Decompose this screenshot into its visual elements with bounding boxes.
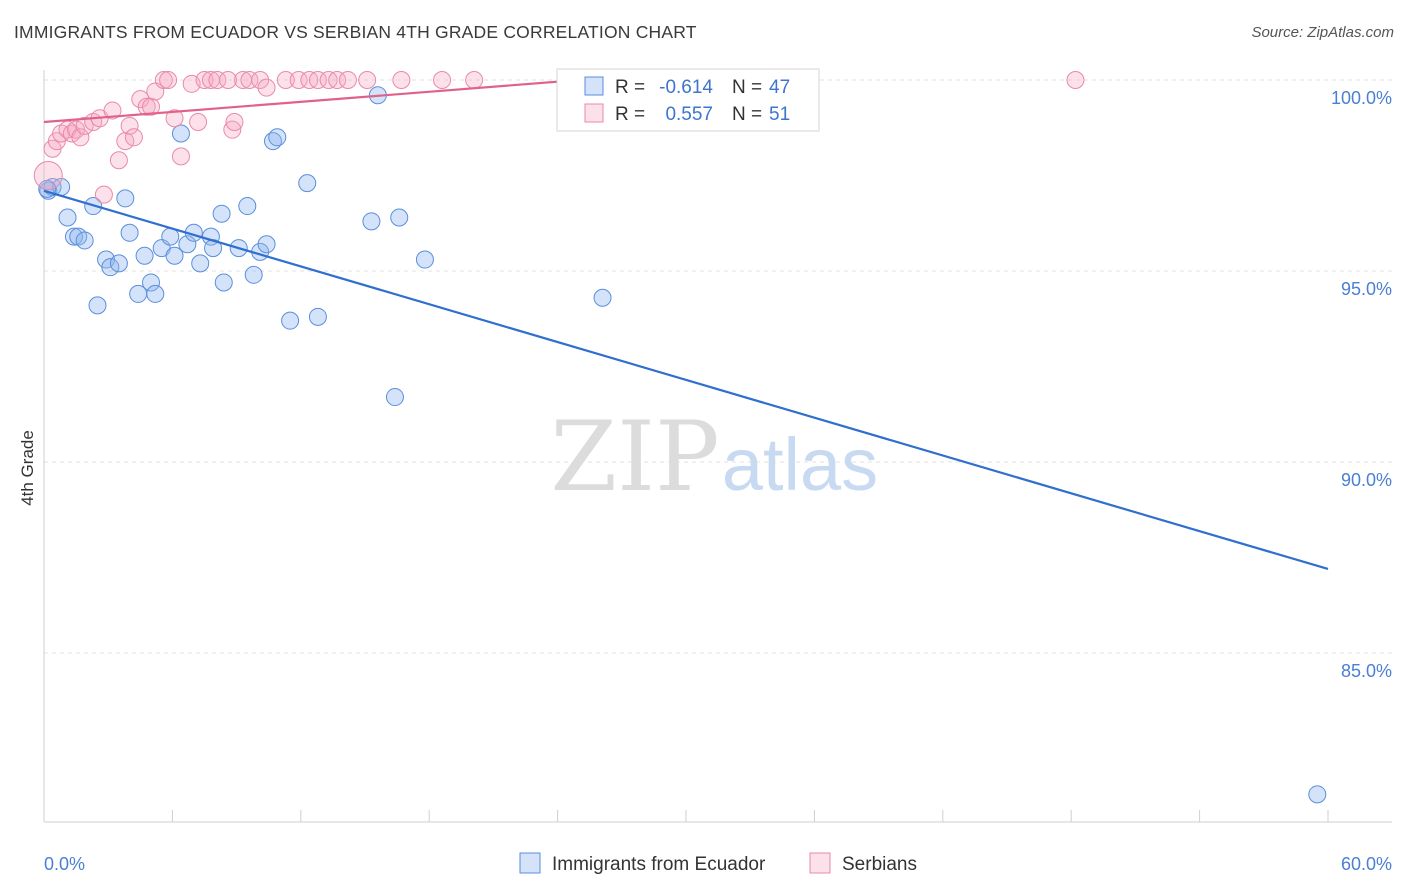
ecuador-point-21 <box>171 124 190 143</box>
ecuador-point-37 <box>298 174 317 193</box>
serbian-point-36 <box>257 78 276 97</box>
serbian-point-34 <box>240 71 259 89</box>
ecuador-point-27 <box>212 204 231 223</box>
serbian-point-38 <box>289 71 308 89</box>
serbian-point-18 <box>137 97 156 116</box>
watermark-atlas: atlas <box>722 423 878 506</box>
serbian-point-31 <box>223 120 242 139</box>
ecuador-point-42 <box>390 208 409 227</box>
serbian-point-46 <box>433 71 452 89</box>
ecuador-stats-swatch <box>584 76 604 96</box>
x-tick-label-0: 0.0% <box>44 854 85 874</box>
ecuador-point-43 <box>415 250 434 269</box>
ecuador-r-label: R = <box>615 77 645 98</box>
serbian-point-13 <box>109 151 128 170</box>
serbian-point-22 <box>159 71 178 89</box>
serbian-point-50 <box>1066 71 1085 89</box>
serbian-point-32 <box>225 113 244 132</box>
serbian-point-0 <box>33 161 63 190</box>
serbian-point-42 <box>328 71 347 89</box>
serbian-point-47 <box>465 71 484 89</box>
ecuador-point-38 <box>308 307 327 326</box>
ecuador-point-4 <box>64 227 83 246</box>
ecuador-point-35 <box>268 128 287 147</box>
ecuador-trend-line <box>43 189 1329 571</box>
ecuador-point-12 <box>116 189 135 208</box>
y-tick-label-2: 90.0% <box>1341 470 1392 490</box>
x-tick-label-1: 60.0% <box>1341 854 1392 874</box>
serbian-point-45 <box>392 71 411 89</box>
ecuador-point-13 <box>120 223 139 242</box>
serbian-point-24 <box>171 147 190 166</box>
ecuador-point-36 <box>281 311 300 330</box>
serbian-point-12 <box>103 101 122 120</box>
ecuador-point-45 <box>1308 785 1327 804</box>
serbian-point-11 <box>94 185 113 204</box>
serbian-point-16 <box>124 128 143 147</box>
ecuador-point-24 <box>191 254 210 273</box>
ecuador-point-41 <box>385 388 404 407</box>
serbian-point-23 <box>165 109 184 128</box>
serbian-n-value: 51 <box>769 104 790 125</box>
ecuador-point-16 <box>142 273 160 292</box>
serbian-r-value: 0.557 <box>665 104 713 125</box>
ecuador-point-11 <box>109 254 128 273</box>
serbian-point-30 <box>219 71 238 89</box>
ecuador-n-label: N = <box>732 77 762 98</box>
serbian-point-17 <box>131 90 150 109</box>
ecuador-point-8 <box>88 296 107 315</box>
ecuador-point-31 <box>244 265 263 284</box>
ecuador-point-33 <box>257 235 276 254</box>
ecuador-n-value: 47 <box>769 77 790 98</box>
serbian-point-26 <box>189 113 208 132</box>
ecuador-point-3 <box>58 208 77 227</box>
serbian-point-15 <box>120 116 139 135</box>
serbian-point-43 <box>338 71 357 89</box>
ecuador-point-22 <box>178 235 197 254</box>
ecuador-point-20 <box>165 246 184 265</box>
y-tick-label-0: 100.0% <box>1331 88 1392 108</box>
ecuador-r-value: -0.614 <box>659 77 713 98</box>
serbian-point-7 <box>71 128 90 147</box>
serbian-point-8 <box>75 116 94 135</box>
serbian-point-35 <box>251 71 270 89</box>
ecuador-point-10 <box>101 258 120 277</box>
chart-title: IMMIGRANTS FROM ECUADOR VS SERBIAN 4TH G… <box>14 22 697 42</box>
serbian-legend-swatch[interactable] <box>809 852 831 874</box>
stats-box <box>556 68 820 132</box>
serbian-r-label: R = <box>615 104 645 125</box>
y-axis-title: 4th Grade <box>18 430 37 506</box>
serbian-trend-line <box>43 78 580 124</box>
ecuador-point-30 <box>238 197 257 216</box>
serbian-point-29 <box>208 71 227 89</box>
y-tick-label-3: 85.0% <box>1341 661 1392 681</box>
serbian-legend-label[interactable]: Serbians <box>842 854 917 875</box>
ecuador-point-6 <box>75 231 94 250</box>
ecuador-point-15 <box>135 246 154 265</box>
serbian-point-21 <box>154 71 173 89</box>
serbian-stats-swatch <box>584 103 604 123</box>
ecuador-legend-label[interactable]: Immigrants from Ecuador <box>552 854 766 875</box>
serbian-point-40 <box>308 71 327 89</box>
watermark-zip: ZIP <box>550 401 719 513</box>
serbian-point-27 <box>195 71 214 89</box>
ecuador-point-39 <box>362 212 381 231</box>
ecuador-point-17 <box>146 284 165 303</box>
serbian-point-44 <box>358 71 377 89</box>
ecuador-point-44 <box>593 288 612 307</box>
ecuador-point-28 <box>214 273 233 292</box>
serbian-point-37 <box>276 71 295 89</box>
serbian-n-label: N = <box>732 104 762 125</box>
y-tick-label-1: 95.0% <box>1341 279 1392 299</box>
source-credit: Source: ZipAtlas.com <box>1251 24 1394 41</box>
ecuador-legend-swatch[interactable] <box>519 852 541 874</box>
